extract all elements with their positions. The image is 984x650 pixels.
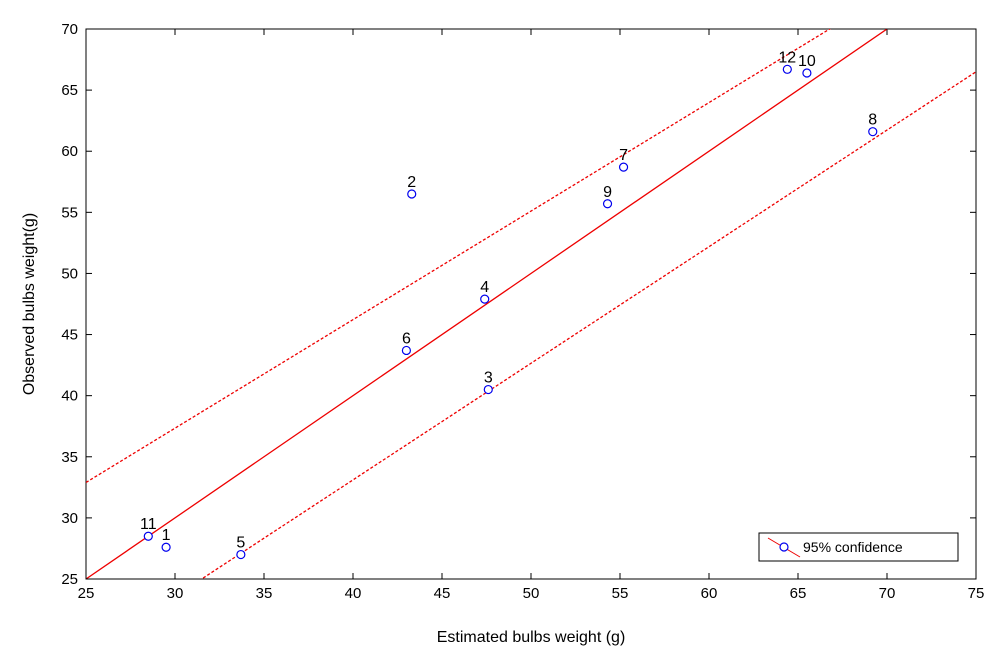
fit-line — [86, 29, 889, 579]
y-tick-label: 70 — [61, 21, 78, 38]
data-point — [618, 162, 629, 172]
y-tick-label: 40 — [61, 388, 78, 405]
y-tick-label: 60 — [61, 143, 78, 160]
point-label: 4 — [480, 279, 489, 296]
y-axis-title: Observed bulbs weight(g) — [21, 213, 38, 395]
data-point — [782, 64, 792, 74]
point-label: 3 — [484, 370, 493, 387]
point-label: 2 — [407, 174, 416, 191]
legend-label: 95% confidence — [803, 539, 903, 555]
y-tick-label: 30 — [61, 510, 78, 527]
data-point — [407, 189, 417, 199]
x-tick-label: 35 — [256, 585, 273, 602]
x-tick-label: 45 — [434, 585, 451, 602]
y-tick-label: 65 — [61, 82, 78, 99]
y-tick-label: 45 — [61, 327, 78, 344]
legend: 95% confidence — [758, 532, 959, 562]
plot-frame — [85, 28, 977, 580]
x-tick-label: 25 — [78, 585, 95, 602]
data-point — [401, 345, 411, 356]
confidence-upper-line — [86, 29, 831, 483]
x-tick-label: 40 — [345, 585, 362, 602]
point-label: 9 — [603, 184, 612, 201]
x-tick-label: 30 — [167, 585, 184, 602]
x-tick-label: 50 — [523, 585, 540, 602]
x-tick-label: 55 — [612, 585, 629, 602]
point-label: 5 — [236, 535, 245, 552]
point-label: 11 — [140, 516, 157, 533]
x-tick-label: 65 — [790, 585, 807, 602]
point-label: 10 — [798, 53, 816, 70]
data-point — [868, 127, 878, 137]
y-tick-label: 25 — [61, 571, 78, 588]
x-tick-label: 70 — [879, 585, 896, 602]
point-label: 6 — [402, 330, 411, 347]
data-point — [236, 549, 246, 560]
y-tick-label: 55 — [61, 204, 78, 221]
data-point — [480, 294, 490, 304]
x-tick-label: 60 — [701, 585, 718, 602]
legend-point-icon — [779, 542, 789, 552]
legend-box — [758, 532, 959, 562]
data-point — [161, 542, 171, 552]
x-axis-title: Estimated bulbs weight (g) — [437, 629, 626, 646]
data-point — [602, 199, 613, 209]
point-label: 8 — [868, 112, 877, 129]
point-label: 7 — [619, 147, 628, 164]
data-point — [483, 384, 493, 395]
y-tick-label: 50 — [61, 265, 78, 282]
x-tick-label: 75 — [968, 585, 984, 602]
y-tick-label: 35 — [61, 449, 78, 466]
lines-layer — [86, 29, 976, 579]
data-point — [802, 68, 812, 78]
point-label: 1 — [162, 527, 171, 544]
point-label: 12 — [778, 49, 796, 66]
data-point — [143, 531, 153, 541]
ticks-layer: 25 30 35 40 45 50 55 60 65 70 75253035404550556065… — [61, 21, 984, 602]
confidence-lower-line — [200, 71, 976, 579]
